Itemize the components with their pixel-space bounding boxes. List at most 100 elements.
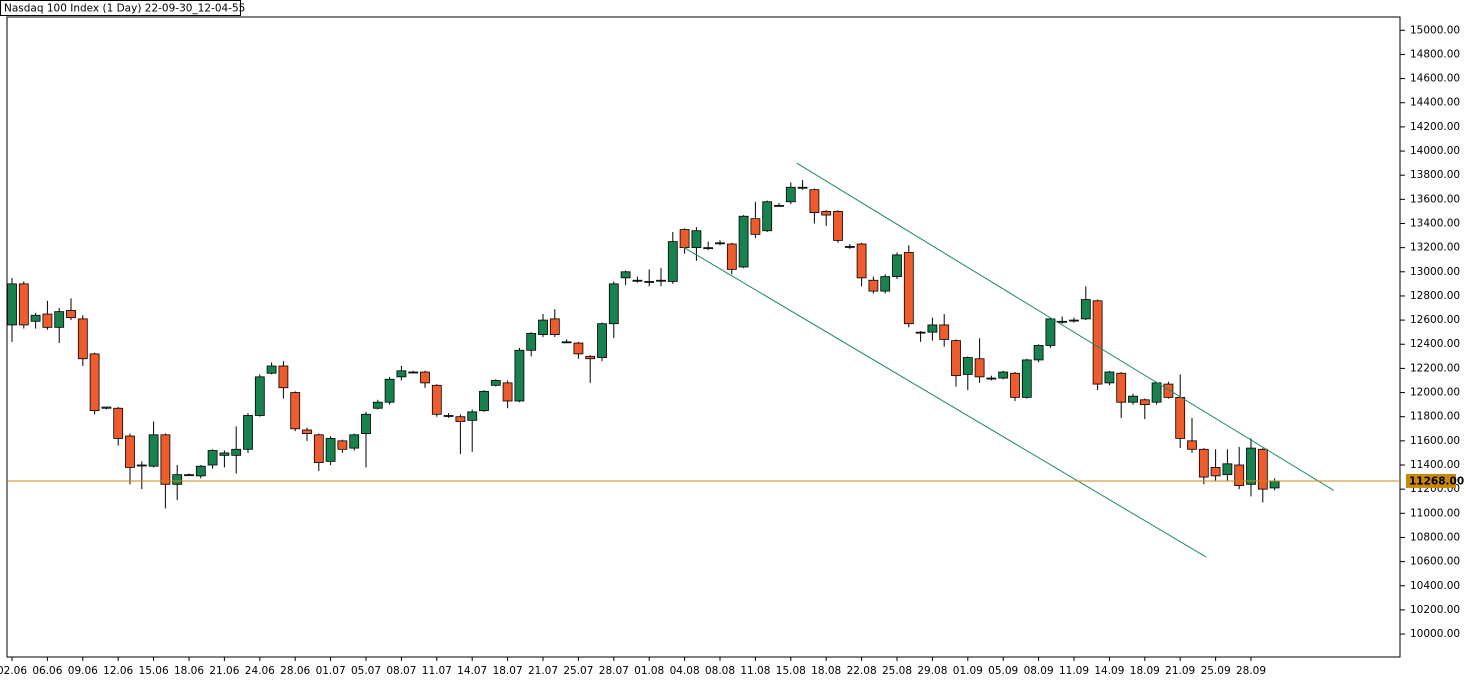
candle-body	[1021, 359, 1032, 398]
x-tick-label: 14.07	[457, 665, 487, 677]
candle-body	[384, 378, 395, 403]
trendline	[683, 246, 1207, 558]
candle-body	[396, 370, 407, 378]
candle-body	[467, 411, 478, 421]
x-tick-label: 05.09	[988, 665, 1018, 677]
candle-body	[219, 452, 230, 456]
chart-title: Nasdaq 100 Index (1 Day) 22-09-30_12-04-…	[4, 3, 245, 15]
y-tick-label: 13600.00	[1410, 193, 1460, 205]
x-tick-label: 14.09	[1094, 665, 1124, 677]
candle-body	[691, 230, 702, 249]
candle-body	[1128, 395, 1138, 403]
y-tick-label: 13200.00	[1410, 242, 1460, 254]
candle-body	[726, 243, 737, 270]
candle-body	[172, 474, 183, 485]
candle-body	[1234, 464, 1245, 486]
candle-body	[774, 204, 784, 207]
candle-body	[915, 331, 926, 334]
candle-body	[1045, 318, 1056, 346]
candle-body	[349, 434, 360, 449]
candle-body	[809, 189, 820, 214]
y-tick-label: 15000.00	[1410, 24, 1460, 36]
candle-body	[868, 279, 879, 292]
candle-body	[962, 357, 973, 375]
y-tick-label: 14800.00	[1410, 48, 1460, 60]
candle-body	[1080, 299, 1091, 320]
candle-body	[1104, 371, 1115, 384]
candle-body	[1210, 467, 1221, 477]
candle-body	[89, 353, 100, 412]
candle-body	[667, 241, 678, 282]
candle-body	[1057, 320, 1068, 323]
x-tick-label: 21.06	[209, 665, 239, 677]
candle-body	[785, 186, 796, 203]
candle-body	[7, 283, 17, 326]
candle-body	[18, 283, 29, 326]
candle-body	[30, 314, 41, 322]
candle-body	[797, 186, 808, 189]
candle-body	[1175, 396, 1186, 439]
candle-body	[42, 313, 53, 328]
candle-body	[113, 407, 124, 439]
candle-body	[1187, 440, 1197, 450]
y-tick-label: 13400.00	[1410, 217, 1460, 229]
candle-body	[160, 434, 171, 485]
candle-body	[1222, 463, 1233, 476]
candle-body	[821, 211, 832, 216]
candle-body	[632, 279, 643, 282]
candle-body	[986, 377, 997, 380]
candle-body	[77, 318, 88, 360]
x-tick-label: 08.09	[1024, 665, 1054, 677]
candle-body	[1257, 448, 1268, 490]
candle-body	[856, 243, 867, 279]
y-tick-label: 14200.00	[1410, 121, 1460, 133]
x-tick-label: 24.06	[245, 665, 275, 677]
x-tick-label: 25.09	[1201, 665, 1231, 677]
y-tick-label: 10400.00	[1410, 580, 1460, 592]
candle-body	[703, 247, 714, 250]
candle-body	[195, 465, 206, 477]
x-tick-label: 29.08	[917, 665, 947, 677]
y-tick-label: 14000.00	[1410, 145, 1460, 157]
y-tick-label: 10200.00	[1410, 604, 1460, 616]
x-tick-label: 18.06	[174, 665, 204, 677]
candle-body	[1163, 383, 1174, 398]
x-tick-label: 11.08	[740, 665, 770, 677]
y-tick-label: 12400.00	[1410, 338, 1460, 350]
x-tick-label: 11.09	[1059, 665, 1089, 677]
candle-body	[1010, 372, 1020, 398]
candle-body	[526, 332, 537, 351]
candle-body	[325, 438, 336, 462]
candle-body	[597, 323, 607, 358]
candle-body	[1151, 382, 1162, 403]
candle-body	[880, 276, 891, 292]
y-tick-label: 11000.00	[1410, 507, 1460, 519]
x-tick-label: 06.06	[32, 665, 62, 677]
candle-body	[833, 211, 843, 241]
trendline	[796, 162, 1334, 491]
title-box	[0, 0, 241, 16]
candle-body	[1246, 447, 1256, 485]
candle-body	[762, 201, 773, 232]
y-tick-label: 11400.00	[1410, 459, 1460, 471]
x-tick-label: 21.09	[1165, 665, 1195, 677]
y-tick-label: 14400.00	[1410, 97, 1460, 109]
candle-body	[620, 271, 631, 279]
candle-body	[1033, 345, 1044, 361]
candle-body	[538, 319, 548, 335]
candle-body	[656, 279, 666, 282]
last-price-box	[1406, 473, 1456, 488]
candle-body	[372, 401, 383, 409]
y-tick-label: 10000.00	[1410, 628, 1460, 640]
candle-body	[927, 324, 938, 333]
y-tick-label: 12600.00	[1410, 314, 1460, 326]
x-tick-label: 25.07	[563, 665, 593, 677]
x-tick-label: 28.07	[599, 665, 629, 677]
y-tick-label: 10800.00	[1410, 531, 1460, 543]
y-tick-label: 13800.00	[1410, 169, 1460, 181]
candle-body	[243, 415, 253, 450]
x-tick-label: 09.06	[68, 665, 98, 677]
candle-body	[715, 242, 725, 245]
candle-body	[266, 365, 277, 374]
